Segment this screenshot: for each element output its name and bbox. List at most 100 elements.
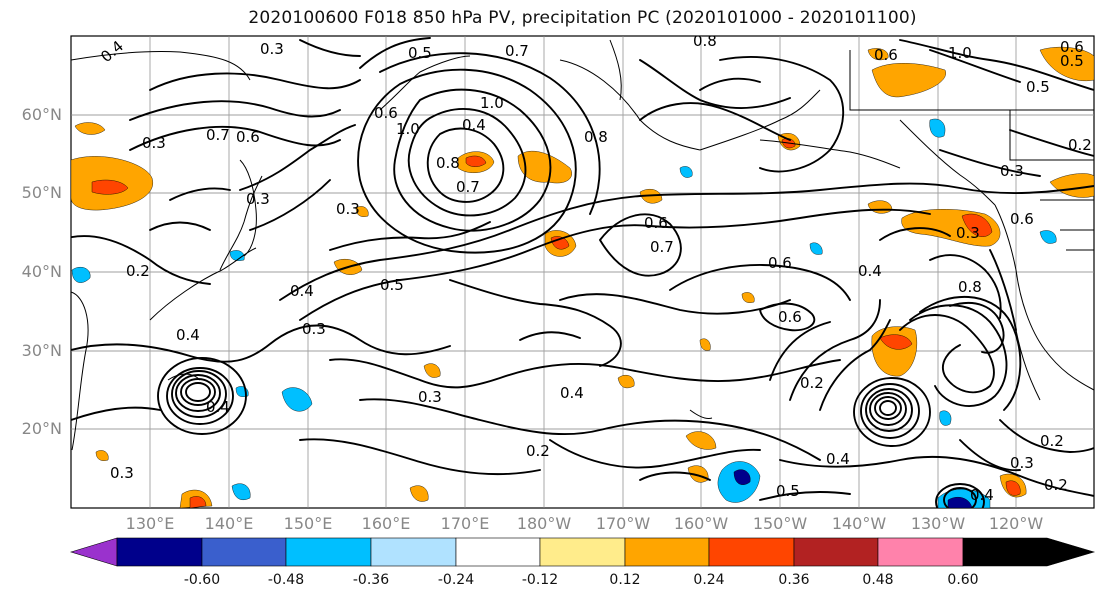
- precip-blob: [939, 410, 952, 426]
- precip-blob: [281, 387, 313, 412]
- contour-label: 0.5: [1026, 78, 1050, 96]
- contour-label: 0.3: [956, 224, 980, 242]
- contour-label: 0.7: [456, 178, 480, 196]
- precip-blob: [517, 150, 572, 184]
- contour-label: 0.8: [693, 32, 717, 50]
- precip-blob: [465, 155, 487, 167]
- lon-tick: 170°W: [595, 514, 651, 533]
- precip-blob: [679, 166, 693, 178]
- precip-blob: [409, 485, 429, 502]
- contour-label: 0.5: [1060, 52, 1084, 70]
- contour-label: 0.5: [408, 44, 432, 62]
- precip-blob: [231, 483, 251, 500]
- colorbar-bin: [201, 537, 287, 567]
- cyclone-rings: [157, 357, 985, 508]
- contour-label: 0.5: [776, 482, 800, 500]
- precip-blob: [733, 469, 751, 485]
- contour-label: 0.4: [560, 384, 584, 402]
- precip-blob: [71, 267, 91, 283]
- contour-label: 0.6: [1060, 38, 1084, 56]
- lon-tick: 130°W: [910, 514, 966, 533]
- precip-blob: [809, 242, 823, 255]
- precip-blob: [1049, 173, 1094, 198]
- contour-label: 0.3: [260, 40, 284, 58]
- contour-label: 0.2: [1044, 476, 1068, 494]
- contour-label: 0.3: [302, 320, 326, 338]
- colorbar-bin: [285, 537, 372, 567]
- colorbar-tick: 0.24: [693, 572, 725, 588]
- colorbar-tick: -0.60: [183, 572, 221, 588]
- precip-blob: [685, 431, 717, 450]
- lon-tick: 120°W: [988, 514, 1044, 533]
- colorbar-bin: [708, 537, 795, 567]
- contour-label: 0.6: [236, 128, 260, 146]
- contour-label: 0.2: [526, 442, 550, 460]
- precip-blob: [423, 363, 441, 378]
- lat-tick: 30°N: [21, 341, 62, 360]
- chart-title: 2020100600 F018 850 hPa PV, precipitatio…: [248, 8, 917, 28]
- precip-blob: [355, 206, 369, 217]
- precip-shading: [71, 46, 1094, 508]
- contour-label: 0.6: [778, 308, 802, 326]
- lat-tick: 20°N: [21, 419, 62, 438]
- precip-blob: [229, 250, 245, 261]
- contour-label: 0.8: [436, 154, 460, 172]
- lon-tick: 180°W: [516, 514, 572, 533]
- precip-blob: [741, 292, 755, 303]
- contour-label: 0.7: [505, 42, 529, 60]
- contour-label: 0.2: [800, 374, 824, 392]
- contour-label: 0.4: [462, 116, 486, 134]
- colorbar-tick: 0.12: [609, 572, 641, 588]
- contour-label: 0.5: [380, 276, 404, 294]
- colorbar-extend-high: [962, 537, 1096, 567]
- contour-label: 0.3: [336, 200, 360, 218]
- colorbar-tick: -0.48: [267, 572, 305, 588]
- contour-label: 0.4: [176, 326, 200, 344]
- lon-tick: 130°E: [125, 514, 175, 533]
- precip-blob: [189, 496, 207, 508]
- precip-blob: [91, 179, 129, 195]
- contour-label: 0.7: [650, 238, 674, 256]
- precip-blob: [74, 122, 106, 135]
- colorbar-tick: -0.24: [437, 572, 475, 588]
- lon-tick: 170°E: [440, 514, 490, 533]
- colorbar-tick: 0.60: [947, 572, 979, 588]
- contour-label: 0.3: [110, 464, 134, 482]
- lat-tick: 60°N: [21, 105, 62, 124]
- colorbar-bin: [116, 537, 203, 567]
- precip-blob: [947, 497, 973, 508]
- precip-blob: [1039, 46, 1094, 82]
- contour-label: 0.2: [1068, 136, 1092, 154]
- contour-label: 0.4: [206, 398, 230, 416]
- colorbar-bin: [624, 537, 710, 567]
- contour-label: 0.3: [1010, 454, 1034, 472]
- contour-label: 0.3: [1000, 162, 1024, 180]
- colorbar-bin: [539, 537, 626, 567]
- coastlines: [71, 39, 1094, 451]
- pv-contours: [71, 37, 1094, 501]
- lon-tick: 160°E: [361, 514, 411, 533]
- precip-blob: [1005, 480, 1021, 496]
- colorbar-bin: [370, 537, 457, 567]
- colorbar-tick: 0.36: [778, 572, 810, 588]
- lon-tick: 150°W: [752, 514, 808, 533]
- colorbar-tick: 0.48: [862, 572, 894, 588]
- precip-blob: [871, 63, 946, 98]
- contour-label: 0.6: [1010, 210, 1034, 228]
- precip-blob: [961, 213, 993, 237]
- colorbar-bin: [793, 537, 879, 567]
- colorbar-extend-low: [69, 537, 118, 567]
- contour-label: 0.7: [206, 126, 230, 144]
- contour-label: 0.2: [126, 262, 150, 280]
- contour-label: 0.3: [246, 190, 270, 208]
- precip-blob: [1039, 230, 1057, 244]
- contour-label: 0.6: [874, 46, 898, 64]
- colorbar-tick: -0.36: [352, 572, 390, 588]
- contour-label: 0.8: [584, 128, 608, 146]
- contour-label: 0.3: [142, 134, 166, 152]
- contour-labels: 0.4 0.5 0.7 0.8 1.0 0.6 0.3 0.7 0.6 1.0 …: [97, 32, 1092, 504]
- lon-tick: 140°E: [204, 514, 254, 533]
- contour-label: 0.6: [768, 254, 792, 272]
- contour-label: 0.8: [958, 278, 982, 296]
